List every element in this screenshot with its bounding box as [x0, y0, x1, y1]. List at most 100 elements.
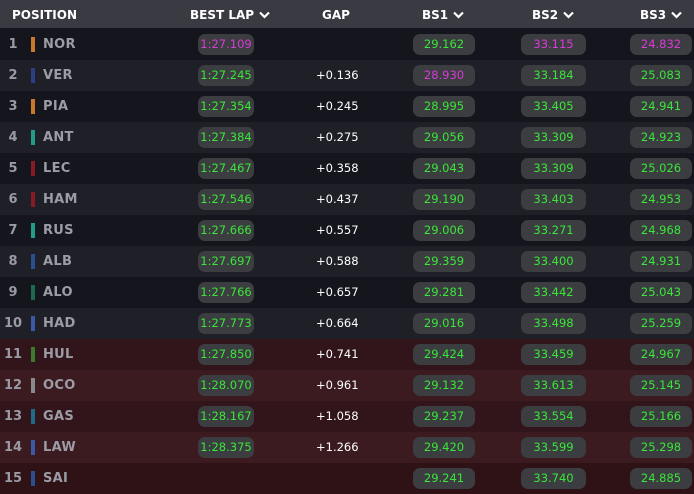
driver-code: PIA	[43, 99, 69, 114]
gap-value: +0.657	[316, 285, 359, 299]
sector-2-time: 33.184	[521, 65, 586, 86]
team-color-bar	[31, 130, 35, 145]
best-lap-time: 1:27.850	[198, 344, 254, 365]
driver-code: GAS	[43, 409, 74, 424]
table-row[interactable]: 12 OCO 1:28.070 +0.961 29.132 33.613 25.145	[0, 370, 694, 401]
sector-1-time: 29.016	[413, 313, 475, 334]
best-lap-time: 1:27.245	[198, 65, 254, 86]
sector-1-time: 29.162	[413, 34, 475, 55]
sector-2-time: 33.498	[521, 313, 586, 334]
sector-1-time: 29.006	[413, 220, 475, 241]
sector-1-time: 29.056	[413, 127, 475, 148]
best-lap-time: 1:27.109	[198, 34, 254, 55]
table-row[interactable]: 8 ALB 1:27.697 +0.588 29.359 33.400 24.931	[0, 246, 694, 277]
sector-2-time: 33.599	[521, 437, 586, 458]
position-number: 10	[3, 316, 23, 331]
sector-1-time: 29.420	[413, 437, 475, 458]
team-color-bar	[31, 316, 35, 331]
header-best-lap-label: BEST LAP	[190, 8, 255, 22]
position-number: 5	[8, 161, 18, 176]
header-bs1-sort[interactable]: BS1	[422, 0, 464, 28]
driver-code: HUL	[43, 347, 74, 362]
driver-code: ALO	[43, 285, 73, 300]
sector-1-time: 29.237	[413, 406, 475, 427]
position-number: 2	[8, 68, 18, 83]
chevron-down-icon	[671, 11, 682, 19]
sector-3-time: 25.026	[630, 158, 692, 179]
driver-code: ANT	[43, 130, 74, 145]
team-color-bar	[31, 440, 35, 455]
sector-2-time: 33.459	[521, 344, 586, 365]
sector-1-time: 29.241	[413, 468, 475, 489]
header-gap: GAP	[322, 8, 350, 22]
table-row[interactable]: 10 HAD 1:27.773 +0.664 29.016 33.498 25.259	[0, 308, 694, 339]
position-number: 15	[3, 471, 23, 486]
sector-3-time: 25.083	[630, 65, 692, 86]
table-row[interactable]: 3 PIA 1:27.354 +0.245 28.995 33.405 24.941	[0, 91, 694, 122]
header-bs3-sort[interactable]: BS3	[640, 0, 682, 28]
header-bs2-sort[interactable]: BS2	[532, 0, 574, 28]
team-color-bar	[31, 254, 35, 269]
sector-2-time: 33.115	[521, 34, 586, 55]
sector-1-time: 29.424	[413, 344, 475, 365]
sector-3-time: 24.967	[630, 344, 692, 365]
best-lap-time: 1:27.666	[198, 220, 254, 241]
sector-2-time: 33.309	[521, 158, 586, 179]
gap-value: +0.961	[316, 378, 359, 392]
sector-3-time: 24.941	[630, 96, 692, 117]
best-lap-time: 1:27.546	[198, 189, 254, 210]
gap-value: +0.275	[316, 130, 359, 144]
table-row[interactable]: 13 GAS 1:28.167 +1.058 29.237 33.554 25.166	[0, 401, 694, 432]
best-lap-time: 1:27.766	[198, 282, 254, 303]
gap-value: +1.058	[316, 409, 359, 423]
best-lap-time: 1:28.070	[198, 375, 254, 396]
header-position: POSITION	[12, 8, 77, 22]
table-row[interactable]: 7 RUS 1:27.666 +0.557 29.006 33.271 24.968	[0, 215, 694, 246]
gap-value: +0.588	[316, 254, 359, 268]
table-row[interactable]: 6 HAM 1:27.546 +0.437 29.190 33.403 24.953	[0, 184, 694, 215]
sector-3-time: 24.968	[630, 220, 692, 241]
gap-value: +0.245	[316, 99, 359, 113]
best-lap-time: 1:27.773	[198, 313, 254, 334]
sector-2-time: 33.400	[521, 251, 586, 272]
position-number: 8	[8, 254, 18, 269]
position-number: 13	[3, 409, 23, 424]
team-color-bar	[31, 192, 35, 207]
table-row[interactable]: 1 NOR 1:27.109 29.162 33.115 24.832	[0, 29, 694, 60]
sector-1-time: 29.359	[413, 251, 475, 272]
driver-code: VER	[43, 68, 73, 83]
team-color-bar	[31, 471, 35, 486]
position-number: 4	[8, 130, 18, 145]
sector-2-time: 33.403	[521, 189, 586, 210]
sector-3-time: 24.885	[630, 468, 692, 489]
table-row[interactable]: 4 ANT 1:27.384 +0.275 29.056 33.309 24.923	[0, 122, 694, 153]
table-row[interactable]: 14 LAW 1:28.375 +1.266 29.420 33.599 25.298	[0, 432, 694, 463]
gap-value: +0.741	[316, 347, 359, 361]
sector-3-time: 24.923	[630, 127, 692, 148]
sector-3-time: 24.953	[630, 189, 692, 210]
header-best-lap-sort[interactable]: BEST LAP	[190, 0, 270, 28]
position-number: 14	[3, 440, 23, 455]
position-number: 3	[8, 99, 18, 114]
driver-code: RUS	[43, 223, 74, 238]
header-bs2-label: BS2	[532, 8, 559, 22]
best-lap-time: 1:27.467	[198, 158, 254, 179]
best-lap-time: 1:27.354	[198, 96, 254, 117]
table-row[interactable]: 5 LEC 1:27.467 +0.358 29.043 33.309 25.026	[0, 153, 694, 184]
table-row[interactable]: 2 VER 1:27.245 +0.136 28.930 33.184 25.083	[0, 60, 694, 91]
team-color-bar	[31, 285, 35, 300]
position-number: 11	[3, 347, 23, 362]
sector-2-time: 33.405	[521, 96, 586, 117]
team-color-bar	[31, 68, 35, 83]
sector-3-time: 25.043	[630, 282, 692, 303]
chevron-down-icon	[563, 11, 574, 19]
sector-2-time: 33.554	[521, 406, 586, 427]
header-bs3-label: BS3	[640, 8, 667, 22]
table-row[interactable]: 9 ALO 1:27.766 +0.657 29.281 33.442 25.043	[0, 277, 694, 308]
table-row[interactable]: 11 HUL 1:27.850 +0.741 29.424 33.459 24.967	[0, 339, 694, 370]
position-number: 6	[8, 192, 18, 207]
driver-code: SAI	[43, 471, 69, 486]
table-row[interactable]: 15 SAI 29.241 33.740 24.885	[0, 463, 694, 494]
sector-2-time: 33.740	[521, 468, 586, 489]
